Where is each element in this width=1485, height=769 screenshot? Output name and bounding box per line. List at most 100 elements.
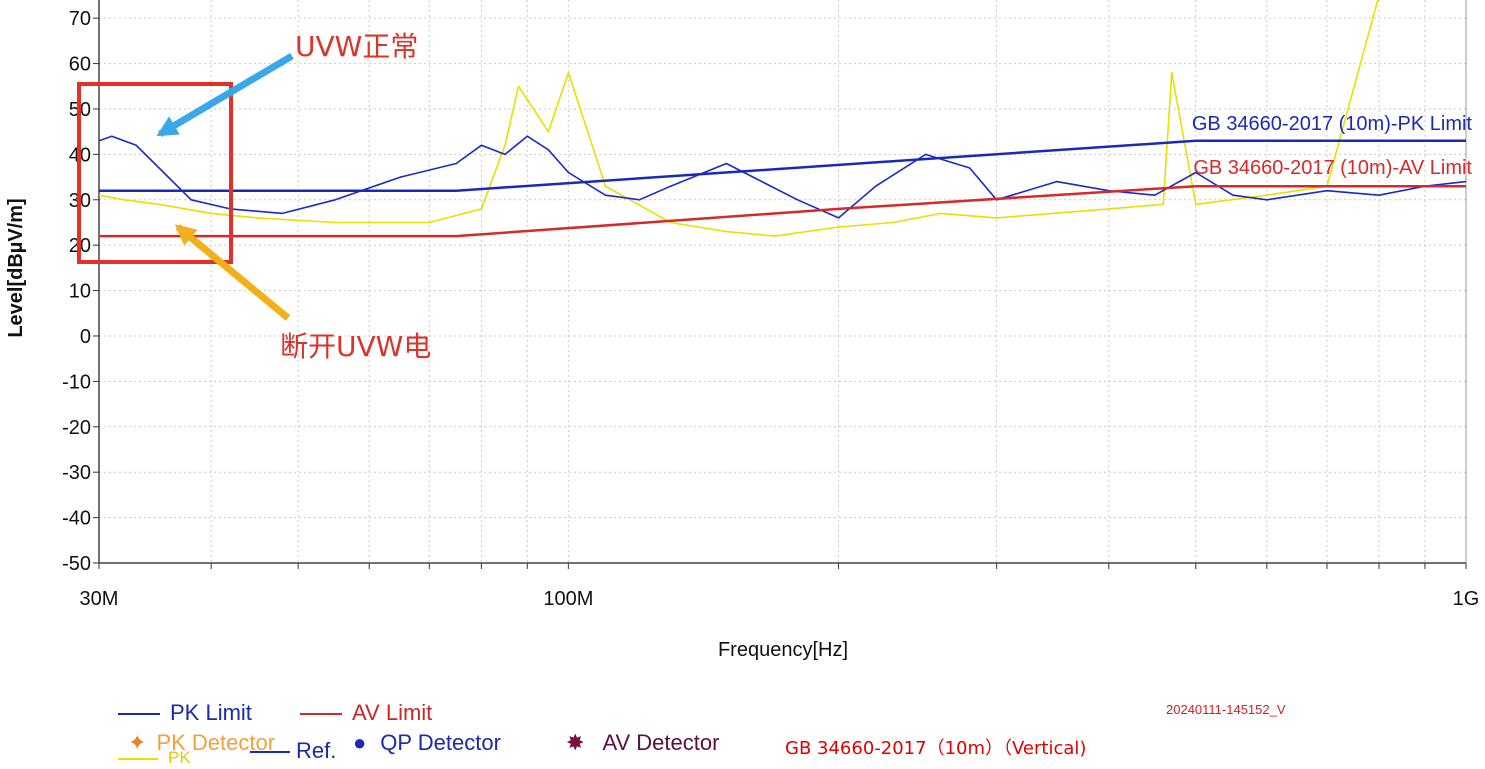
y-tick-label: -50 (62, 553, 91, 575)
plot-series (99, 0, 1466, 238)
point-pk (1195, 171, 1197, 174)
point-pk (638, 199, 641, 201)
ref-swatch (250, 751, 290, 754)
point-gb-34660-2017-10m-pk-limit (1465, 140, 1466, 142)
point-pk (725, 162, 728, 165)
point-pk (924, 153, 927, 156)
point-ref (604, 185, 607, 187)
legend-av-limit: AV Limit (300, 700, 432, 726)
plot-axes (93, 0, 1467, 569)
qp-detector-marker: ● (353, 730, 367, 755)
point-pk (111, 135, 113, 137)
point-ref (837, 226, 840, 228)
point-gb-34660-2017-10m-av-limit (837, 208, 840, 210)
point-gb-34660-2017-10m-pk-limit (455, 189, 458, 192)
y-tick-label: 70 (69, 8, 91, 30)
point-ref (1195, 203, 1197, 206)
limit-label-pk: GB 34660-2017 (10m)-PK Limit (1192, 113, 1473, 135)
point-pk (1465, 180, 1466, 183)
point-ref (1170, 71, 1173, 74)
point-pk (567, 171, 570, 174)
y-axis-label: Level[dBµV/m] (5, 198, 27, 337)
point-pk (399, 176, 402, 178)
legend-ref: Ref. (250, 738, 336, 764)
point-pk (968, 167, 971, 169)
point-pk (1153, 194, 1156, 196)
highlight-box (77, 82, 233, 264)
y-tick-label: -30 (62, 462, 91, 484)
ref-label: Ref. (296, 738, 337, 763)
pk-swatch (118, 757, 158, 760)
point-ref (99, 194, 100, 196)
point-pk (99, 140, 100, 142)
point-pk (480, 144, 483, 147)
pk-limit-swatch (118, 713, 160, 716)
standard-label: GB 34660-2017（10m）（Vertical) (785, 738, 1087, 759)
y-tick-label: -10 (62, 371, 91, 393)
x-tick-labels: 30M 100M 1G (80, 588, 1480, 610)
point-ref (210, 212, 212, 215)
arrow-uvw-off (174, 224, 291, 321)
point-gb-34660-2017-10m-av-limit (455, 235, 458, 237)
av-detector-label: AV Detector (602, 730, 720, 755)
legend-av-detector: ✸ AV Detector (566, 730, 719, 756)
point-pk (1266, 199, 1268, 201)
point-ref (504, 144, 506, 147)
x-axis-label: Frequency[Hz] (718, 639, 848, 661)
point-ref (428, 221, 431, 224)
av-limit-label: AV Limit (352, 700, 433, 725)
point-ref (1108, 208, 1110, 210)
y-tick-label: 60 (69, 54, 91, 76)
pk-label: PK (168, 748, 191, 767)
av-detector-marker: ✸ (566, 730, 585, 755)
arrow-uvw-on (156, 52, 294, 138)
y-tick-label: 10 (69, 281, 91, 303)
x-tick-label: 30M (80, 588, 119, 610)
x-tick-label: 100M (543, 588, 593, 610)
point-ref (567, 71, 570, 74)
point-ref (1162, 203, 1165, 206)
annotation-uvw-on: UVW正常 (295, 30, 418, 63)
point-pk (1378, 194, 1380, 196)
point-ref (995, 217, 998, 219)
point-ref (940, 212, 942, 215)
point-pk (1232, 194, 1234, 196)
legend-pk-limit: PK Limit (118, 700, 252, 726)
point-ref (1266, 194, 1268, 196)
point-ref (547, 130, 550, 133)
point-pk (1055, 180, 1058, 183)
av-limit-swatch (300, 713, 342, 716)
point-gb-34660-2017-10m-av-limit (99, 235, 100, 237)
pk-detector-marker: ✦ (128, 730, 147, 755)
point-pk (334, 199, 337, 201)
point-pk (669, 185, 672, 187)
point-ref (517, 85, 520, 88)
series-gb-34660-2017-10m-pk-limit (99, 139, 1466, 192)
point-ref (725, 230, 728, 233)
point-gb-34660-2017-10m-av-limit (1465, 185, 1466, 187)
qp-detector-label: QP Detector (380, 730, 501, 755)
point-ref (334, 221, 337, 224)
point-pk (135, 144, 137, 147)
pk-detector-label: PK Detector (156, 730, 276, 755)
point-pk (455, 162, 458, 165)
point-gb-34660-2017-10m-av-limit (1195, 185, 1197, 187)
point-pk (547, 149, 550, 151)
series-gb-34660-2017-10m-av-limit (99, 184, 1466, 238)
point-gb-34660-2017-10m-pk-limit (99, 189, 100, 192)
point-pk (526, 135, 529, 137)
limit-label-av: GB 34660-2017 (10m)-AV Limit (1193, 157, 1472, 179)
point-ref (480, 208, 483, 210)
plot-grid (98, 0, 1467, 564)
legend-pk: PK (118, 748, 191, 768)
point-pk (158, 167, 160, 169)
legend-pk-detector: ✦ PK Detector (118, 730, 275, 756)
point-pk (604, 194, 607, 196)
legend-qp-detector: ● QP Detector (353, 730, 501, 756)
point-ref (158, 203, 160, 206)
point-ref (123, 199, 125, 201)
point-pk (796, 199, 799, 201)
pk-limit-label: PK Limit (170, 700, 252, 725)
